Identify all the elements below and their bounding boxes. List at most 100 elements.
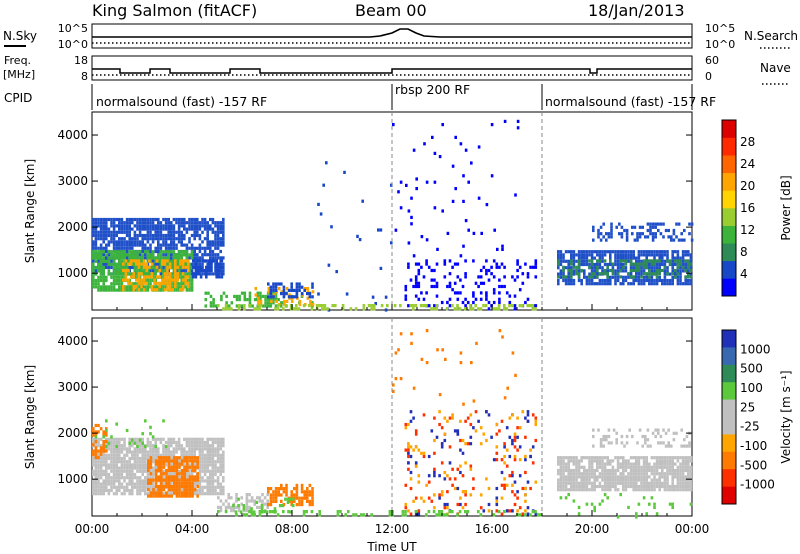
velocity-cell bbox=[240, 502, 243, 506]
power-cell bbox=[477, 196, 481, 200]
power-cell bbox=[124, 275, 128, 279]
power-cell bbox=[674, 250, 677, 254]
velocity-cell bbox=[99, 488, 103, 493]
power-cell bbox=[112, 221, 116, 225]
power-cell bbox=[219, 227, 222, 231]
velocity-cell bbox=[160, 478, 163, 482]
power-cell bbox=[128, 250, 131, 254]
velocity-cell bbox=[180, 472, 184, 476]
velocity-cell bbox=[154, 462, 158, 466]
velocity-cell bbox=[642, 468, 646, 473]
power-cell bbox=[205, 272, 208, 276]
velocity-cell bbox=[469, 467, 473, 471]
velocity-cell bbox=[308, 490, 312, 494]
power-cell bbox=[325, 161, 328, 165]
power-cell bbox=[216, 233, 220, 238]
velocity-cell bbox=[477, 419, 480, 423]
power-cell bbox=[204, 291, 208, 295]
velocity-cell bbox=[209, 469, 212, 473]
velocity-cell bbox=[611, 459, 615, 463]
power-cell bbox=[274, 285, 278, 289]
power-cell bbox=[180, 278, 183, 283]
power-cell bbox=[593, 250, 596, 254]
velocity-cell bbox=[94, 460, 98, 464]
velocity-cell bbox=[99, 476, 103, 480]
power-cell bbox=[436, 247, 439, 251]
velocity-cell bbox=[196, 484, 199, 489]
velocity-cell bbox=[671, 475, 674, 479]
power-cell bbox=[605, 238, 608, 242]
power-cell bbox=[97, 237, 100, 241]
power-cell bbox=[220, 298, 223, 302]
velocity-cell bbox=[661, 462, 664, 466]
power-cell bbox=[142, 265, 146, 269]
velocity-cell bbox=[97, 476, 100, 480]
power-cell bbox=[495, 262, 499, 266]
velocity-cell bbox=[689, 475, 693, 479]
power-cell bbox=[636, 238, 639, 242]
velocity-cell bbox=[216, 444, 220, 448]
power-cell bbox=[559, 262, 563, 267]
velocity-cell bbox=[128, 466, 131, 470]
power-cell bbox=[598, 250, 602, 254]
velocity-cell bbox=[219, 456, 222, 461]
velocity-cell bbox=[97, 482, 100, 486]
power-cell bbox=[609, 250, 612, 254]
power-cell bbox=[430, 307, 433, 311]
power-cell bbox=[259, 291, 262, 295]
cpid-segment-label: rbsp 200 RF bbox=[395, 82, 470, 97]
velocity-cell bbox=[211, 492, 215, 496]
power-cell bbox=[654, 222, 657, 226]
power-cell bbox=[180, 221, 183, 225]
power-cell bbox=[657, 222, 660, 226]
velocity-cell bbox=[640, 465, 643, 469]
power-cell bbox=[531, 307, 535, 311]
power-cell bbox=[277, 282, 280, 286]
power-cell bbox=[218, 272, 221, 276]
velocity-cell bbox=[443, 506, 447, 510]
power-cell bbox=[588, 265, 591, 269]
power-cell bbox=[593, 269, 596, 273]
power-cell bbox=[687, 253, 690, 257]
power-cell bbox=[282, 288, 286, 292]
power-cell bbox=[658, 266, 661, 270]
power-cell bbox=[146, 240, 150, 244]
velocity-cell bbox=[173, 456, 176, 460]
power-cell bbox=[205, 259, 208, 263]
velocity-cell bbox=[193, 444, 196, 448]
power-cell bbox=[317, 292, 320, 296]
velocity-cell bbox=[131, 463, 134, 467]
velocity-cell bbox=[446, 490, 449, 494]
power-cell bbox=[209, 240, 212, 244]
power-cell bbox=[243, 298, 247, 302]
velocity-cell bbox=[687, 488, 690, 492]
power-cell bbox=[140, 278, 143, 282]
power-cell bbox=[399, 206, 403, 210]
velocity-cell bbox=[154, 481, 158, 485]
power-cell bbox=[619, 262, 622, 267]
velocity-cell bbox=[469, 422, 473, 427]
power-cell bbox=[97, 288, 100, 292]
velocity-colorbar-label: Velocity [m s⁻¹] bbox=[779, 370, 793, 463]
velocity-cell bbox=[508, 454, 512, 459]
power-cell bbox=[603, 253, 607, 257]
power-cell bbox=[123, 253, 126, 257]
velocity-cell bbox=[188, 472, 191, 477]
power-cell bbox=[166, 278, 169, 282]
power-cell bbox=[128, 224, 131, 228]
velocity-cell bbox=[97, 479, 100, 483]
velocity-cell bbox=[601, 472, 604, 476]
velocity-cell bbox=[141, 466, 144, 470]
power-cell bbox=[118, 237, 121, 241]
power-cell bbox=[138, 227, 142, 231]
power-cell bbox=[102, 230, 105, 234]
velocity-cell bbox=[261, 510, 264, 514]
power-cell bbox=[570, 259, 573, 263]
power-cell bbox=[94, 259, 98, 263]
velocity-cell bbox=[175, 484, 179, 489]
power-cell bbox=[181, 284, 185, 289]
power-cell bbox=[557, 275, 560, 279]
power-cell bbox=[661, 259, 664, 263]
velocity-cell bbox=[650, 484, 654, 489]
velocity-cell bbox=[107, 472, 111, 477]
